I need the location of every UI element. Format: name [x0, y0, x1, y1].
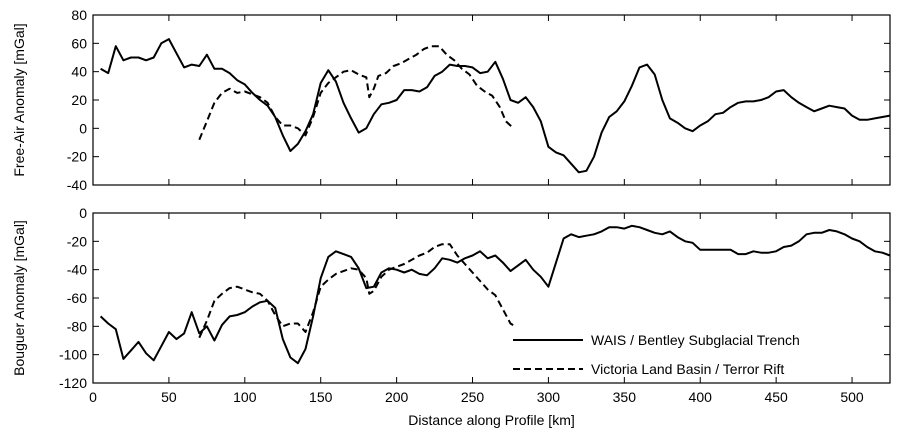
x-tick-label: 350: [613, 389, 637, 405]
y-tick-label: -60: [67, 290, 87, 306]
y-tick-label: -100: [59, 347, 87, 363]
plot-frame: [92, 14, 891, 186]
x-tick-label: 250: [461, 389, 485, 405]
y-tick-label: -80: [67, 318, 87, 334]
y-tick-label: 80: [71, 7, 87, 23]
legend-label: Victoria Land Basin / Terror Rift: [591, 361, 784, 377]
y-tick-label: -20: [67, 149, 87, 165]
series-line-victoria-land-basin: [198, 45, 513, 141]
y-tick-label: 60: [71, 35, 87, 51]
bouguer-anomaly-panel: -120 -100 -80 -60 -40 -20 0 0 50 100 150 200 250 300 3…: [11, 205, 891, 428]
x-tick-label: 200: [385, 389, 409, 405]
x-tick-label: 500: [840, 389, 864, 405]
y-tick-label: -120: [59, 375, 87, 391]
y-axis-label: Free-Air Anomaly [mGal]: [11, 23, 27, 176]
plot-frame: [92, 212, 891, 384]
x-tick-label: 50: [161, 389, 177, 405]
x-tick-label: 400: [689, 389, 713, 405]
x-tick-label: 0: [89, 389, 97, 405]
y-tick-label: -40: [67, 177, 87, 193]
x-tick-label: 450: [764, 389, 788, 405]
x-tick-label: 300: [537, 389, 561, 405]
y-tick-label: 20: [71, 92, 87, 108]
y-tick-label: 40: [71, 64, 87, 80]
y-tick-label: -20: [67, 233, 87, 249]
free-air-anomaly-panel: -40 -20 0 20 40 60 80 Free-Air Anomaly [mGal]: [11, 7, 891, 193]
series-line-wais-bentley: [99, 224, 891, 365]
y-tick-label: 0: [79, 120, 87, 136]
y-tick-label: 0: [79, 205, 87, 221]
y-tick-label: -40: [67, 262, 87, 278]
series-line-victoria-land-basin: [198, 243, 516, 339]
y-axis-label: Bouguer Anomaly [mGal]: [11, 220, 27, 376]
legend: WAIS / Bentley Subglacial Trench Victoria…: [513, 332, 800, 377]
series-line-wais-bentley: [100, 38, 891, 174]
x-tick-label: 150: [309, 389, 333, 405]
x-tick-label: 100: [233, 389, 257, 405]
x-axis-label: Distance along Profile [km]: [408, 412, 575, 428]
legend-label: WAIS / Bentley Subglacial Trench: [591, 332, 800, 348]
